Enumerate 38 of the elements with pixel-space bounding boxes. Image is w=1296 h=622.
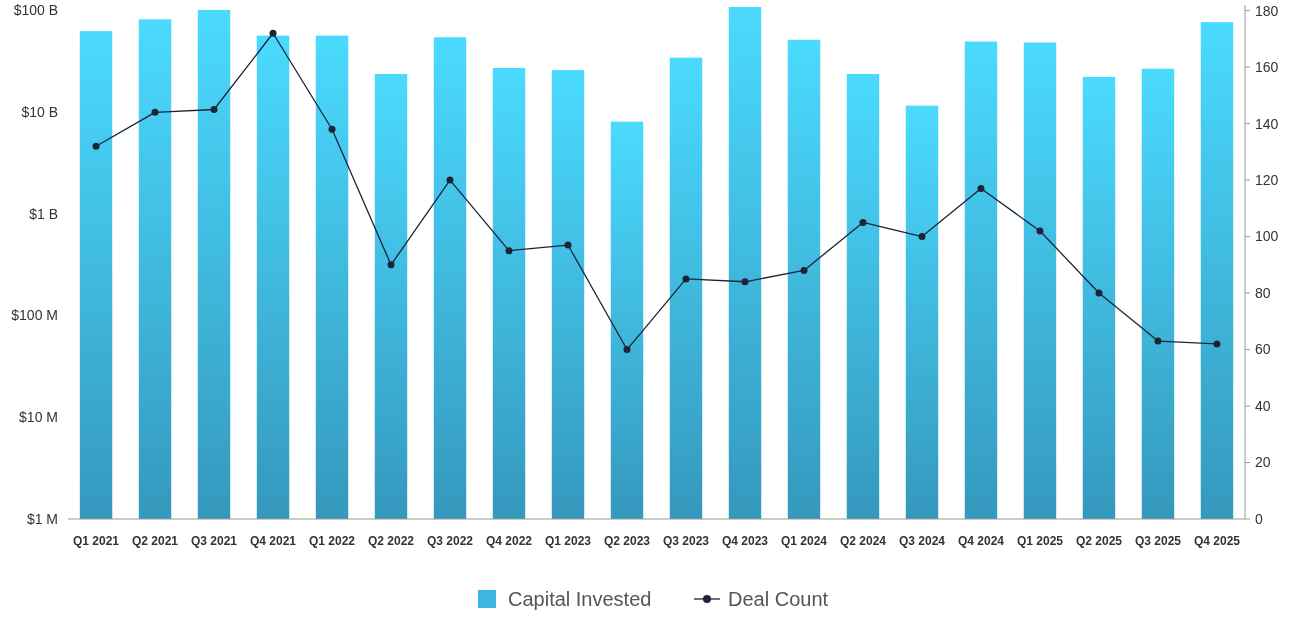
y-tick-label: $100 M: [11, 307, 58, 324]
x-tick-label: Q3 2024: [898, 534, 946, 548]
x-tick-label: Q2 2024: [839, 534, 887, 548]
x-tick-label: Q4 2023: [721, 534, 769, 548]
x-tick-label: Q4 2021: [249, 534, 297, 548]
x-tick-label: Q3 2021: [191, 534, 238, 548]
x-tick-label: Q2 2022: [367, 534, 415, 548]
y2-tick-label: 40: [1255, 397, 1271, 414]
y-tick-label: $1 B: [29, 205, 58, 222]
y2-tick-label: 60: [1255, 341, 1271, 358]
x-tick-label: Q2 2023: [603, 534, 651, 548]
y-tick-label: $10 M: [19, 409, 58, 426]
x-tick-label: Q1 2023: [544, 534, 592, 548]
y-tick-label: $1 M: [26, 510, 58, 527]
y2-tick-label: 80: [1255, 284, 1271, 301]
x-tick-label: Q4 2025: [1193, 534, 1241, 548]
y2-tick-label: 180: [1255, 2, 1279, 19]
x-tick-label: Q1 2024: [780, 534, 828, 548]
legend-label: Deal Count: [728, 588, 829, 610]
x-tick-label: Q3 2025: [1134, 534, 1182, 548]
y2-tick-label: 140: [1255, 115, 1279, 132]
y2-tick-label: 0: [1255, 510, 1263, 527]
y2-tick-label: 120: [1255, 172, 1279, 188]
x-tick-label: Q1 2022: [308, 534, 356, 548]
x-tick-label: Q2 2025: [1075, 534, 1123, 548]
x-tick-label: Q4 2022: [485, 534, 533, 548]
y2-tick-label: 20: [1255, 454, 1271, 471]
y-tick-label: $10 B: [21, 103, 58, 120]
x-tick-label: Q2 2021: [132, 534, 179, 548]
y2-tick-label: 100: [1255, 228, 1279, 245]
x-tick-label: Q3 2022: [426, 534, 474, 548]
x-tick-label: Q4 2024: [957, 534, 1005, 548]
legend-label: Capital Invested: [508, 588, 652, 610]
x-tick-label: Q3 2023: [662, 534, 710, 548]
x-tick-label: Q1 2025: [1016, 534, 1064, 548]
x-tick-label: Q1 2021: [73, 534, 120, 548]
y-tick-label: $100 B: [13, 1, 58, 18]
y2-tick-label: 160: [1255, 59, 1279, 76]
